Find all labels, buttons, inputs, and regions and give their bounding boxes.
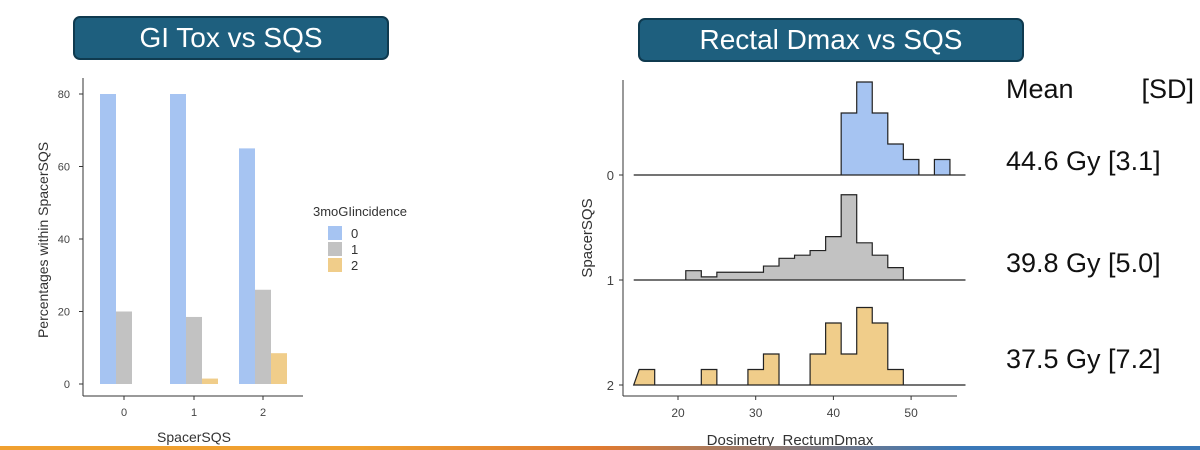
y-tick-label: 2 <box>607 378 614 393</box>
bar-sqs0-gi1 <box>116 311 132 384</box>
x-tick-label: 1 <box>191 407 197 419</box>
y-axis-label: Percentages within SpacerSQS <box>35 142 51 338</box>
legend-label-2: 2 <box>351 258 358 273</box>
ridge-sqs-1 <box>633 194 966 281</box>
legend-swatch-2 <box>328 258 342 272</box>
y-tick-label: 80 <box>58 89 70 101</box>
x-tick-label: 2 <box>260 407 266 419</box>
legend-swatch-0 <box>328 226 342 240</box>
y-tick-label: 40 <box>58 234 70 246</box>
stat-row-sqs-0: 44.6 Gy [3.1] <box>1006 146 1161 176</box>
bar-sqs2-gi1 <box>255 289 271 384</box>
gi-tox-title: GI Tox vs SQS <box>73 16 389 60</box>
legend-label-1: 1 <box>351 242 358 257</box>
rectal-dmax-ridgeline-chart: 20 30 40 50 0 1 2 Dosimetry_RectumDmax SpacerSQS <box>579 80 966 449</box>
bar-sqs0-gi0 <box>100 94 116 384</box>
bar-sqs1-gi0 <box>170 94 186 384</box>
ridge-sqs-2 <box>632 306 966 386</box>
y-tick-label: 0 <box>607 168 614 183</box>
x-tick-label: 0 <box>121 407 127 419</box>
stat-row-sqs-1: 39.8 Gy [5.0] <box>1006 248 1161 278</box>
y-tick-label: 1 <box>607 273 614 288</box>
mean-header: Mean <box>1006 74 1074 104</box>
x-tick-label: 30 <box>749 406 763 420</box>
legend-label-0: 0 <box>351 226 358 241</box>
sd-header: [SD] <box>1141 74 1194 104</box>
x-tick-label: 20 <box>671 406 685 420</box>
stat-row-sqs-2: 37.5 Gy [7.2] <box>1006 344 1161 374</box>
ridge-sqs-0 <box>633 81 966 176</box>
x-axis-label: SpacerSQS <box>157 429 231 445</box>
bar-sqs1-gi1 <box>186 316 202 384</box>
y-tick-label: 20 <box>58 307 70 319</box>
bar-sqs2-gi0 <box>239 148 255 384</box>
stats-header: Mean [SD] <box>1006 74 1194 105</box>
legend-swatch-1 <box>328 242 342 256</box>
legend-title: 3moGIincidence <box>313 204 407 219</box>
bottom-divider <box>0 446 1200 450</box>
x-tick-label: 40 <box>827 406 841 420</box>
y-tick-label: 0 <box>64 379 70 391</box>
x-tick-label: 50 <box>904 406 918 420</box>
bar-sqs2-gi2 <box>271 353 287 384</box>
bar-sqs1-gi2 <box>202 378 218 384</box>
y-axis-label: SpacerSQS <box>579 198 596 277</box>
rectal-dmax-title: Rectal Dmax vs SQS <box>638 18 1024 62</box>
y-tick-label: 60 <box>58 162 70 174</box>
x-axis-label: Dosimetry_RectumDmax <box>707 432 874 449</box>
